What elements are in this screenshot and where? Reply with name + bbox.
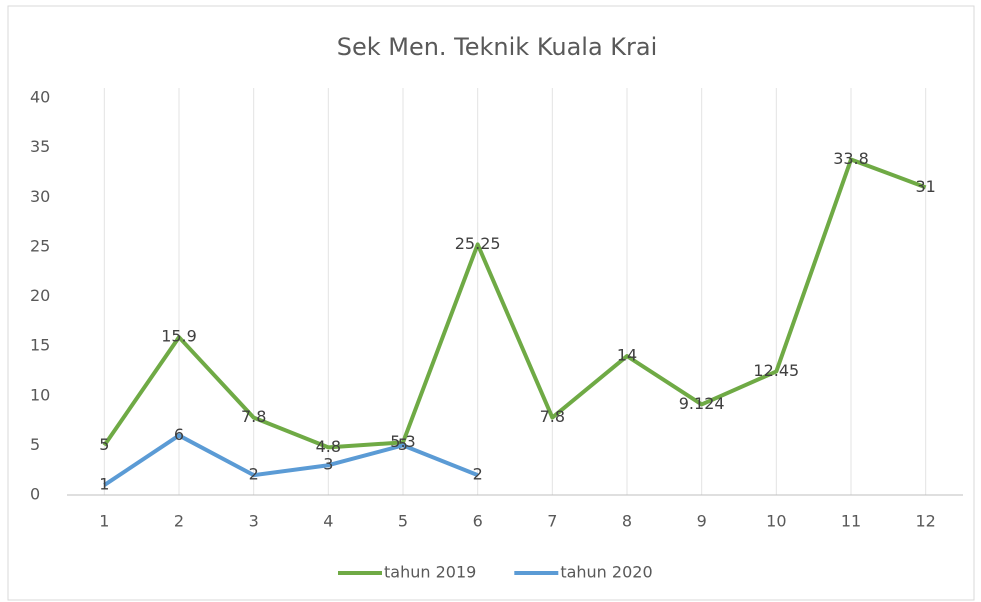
data-label: 3 [323,455,333,474]
legend-label: tahun 2020 [560,563,652,582]
data-label: 6 [174,425,184,444]
data-label: 15.9 [161,327,197,346]
y-tick-label: 25 [30,236,50,255]
data-label: 4.8 [316,437,341,456]
data-label: 1 [99,475,109,494]
y-tick-label: 0 [30,485,40,504]
data-label: 5 [99,435,109,454]
legend-label: tahun 2019 [384,563,476,582]
data-label: 12.45 [753,361,799,380]
data-label: 2 [249,465,259,484]
chart-border [7,5,975,601]
x-tick-label: 2 [174,512,184,531]
x-tick-label: 7 [547,512,557,531]
data-label: 25.25 [455,234,501,253]
data-label: 2 [473,465,483,484]
data-label: 33.8 [833,149,869,168]
data-label: 14 [617,346,637,365]
x-tick-label: 5 [398,512,408,531]
data-label: 5.3 [390,432,415,451]
x-tick-label: 12 [915,512,935,531]
chart-title: Sek Men. Teknik Kuala Krai [337,33,658,61]
x-tick-label: 10 [766,512,786,531]
y-tick-label: 20 [30,286,50,305]
y-tick-label: 30 [30,187,50,206]
y-tick-label: 10 [30,385,50,404]
x-tick-label: 1 [99,512,109,531]
series-line [102,157,927,450]
x-tick-label: 9 [697,512,707,531]
x-tick-label: 6 [473,512,483,531]
x-tick-label: 3 [249,512,259,531]
data-label: 9.124 [679,394,725,413]
data-label: 31 [915,177,935,196]
y-tick-label: 35 [30,137,50,156]
series-line [103,433,479,487]
data-label: 7.8 [540,407,565,426]
x-tick-label: 11 [841,512,861,531]
y-tick-label: 15 [30,336,50,355]
y-tick-label: 5 [30,435,40,454]
y-tick-label: 40 [30,88,50,107]
x-tick-label: 8 [622,512,632,531]
x-tick-label: 4 [323,512,333,531]
data-label: 7.8 [241,407,266,426]
data-label: 5 [398,435,408,454]
